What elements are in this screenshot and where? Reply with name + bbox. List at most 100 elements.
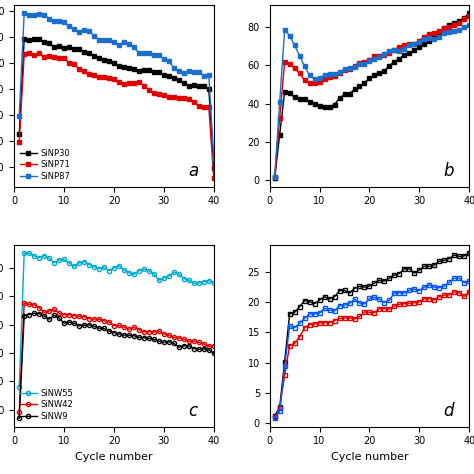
- SiNP71: [61, 55, 67, 61]
- SiNP30: [41, 39, 47, 45]
- SiNW55: [176, 271, 182, 277]
- SiNP71: [211, 175, 217, 181]
- SiNP87: [41, 12, 47, 18]
- Line: SiNW42: SiNW42: [17, 301, 216, 414]
- SiNW9: [151, 337, 157, 342]
- SiNW55: [101, 264, 107, 270]
- SiNW9: [126, 333, 132, 338]
- SiNW42: [17, 410, 22, 415]
- SiNP87: [56, 18, 62, 24]
- SiNW55: [146, 268, 152, 273]
- SiNW55: [56, 257, 62, 263]
- SiNP30: [76, 46, 82, 52]
- SiNP71: [161, 92, 167, 98]
- SiNW9: [186, 343, 191, 349]
- SiNP71: [56, 55, 62, 61]
- SiNW55: [66, 260, 72, 266]
- Legend: SiNW55, SiNW42, SiNW9: SiNW55, SiNW42, SiNW9: [18, 387, 75, 422]
- SiNW42: [171, 335, 177, 340]
- SiNW9: [156, 338, 162, 344]
- SiNW9: [81, 322, 87, 328]
- Text: d: d: [443, 401, 454, 419]
- SiNW55: [186, 277, 191, 283]
- SiNW55: [111, 265, 117, 271]
- SiNP71: [17, 140, 22, 146]
- SiNP30: [106, 58, 112, 64]
- SiNW55: [46, 255, 52, 261]
- SiNP87: [126, 41, 132, 47]
- SiNP87: [171, 65, 177, 71]
- SiNW42: [41, 310, 47, 315]
- SiNP71: [116, 79, 122, 85]
- SiNP87: [81, 27, 87, 33]
- SiNW55: [61, 256, 67, 262]
- SiNW55: [166, 273, 172, 279]
- SiNW55: [51, 260, 57, 265]
- SiNW55: [106, 268, 112, 273]
- SiNW9: [71, 320, 77, 326]
- SiNW9: [66, 319, 72, 325]
- SiNW55: [71, 264, 77, 269]
- SiNW9: [91, 323, 97, 329]
- SiNP71: [121, 81, 127, 87]
- SiNW55: [196, 280, 201, 286]
- Legend: SiNP30, SiNP71, SiNP87: SiNP30, SiNP71, SiNP87: [18, 147, 73, 182]
- SiNP30: [51, 44, 57, 50]
- SiNP30: [151, 69, 157, 74]
- SiNW55: [36, 255, 42, 260]
- SiNP71: [81, 68, 87, 74]
- SiNP30: [66, 44, 72, 50]
- SiNW9: [136, 334, 142, 340]
- SiNP71: [131, 80, 137, 85]
- SiNW9: [51, 312, 57, 318]
- SiNP87: [17, 113, 22, 118]
- SiNP30: [141, 67, 147, 73]
- Line: SiNP87: SiNP87: [17, 11, 216, 161]
- SiNW42: [66, 312, 72, 318]
- SiNP87: [141, 50, 147, 56]
- SiNP87: [196, 69, 201, 75]
- SiNP71: [66, 60, 72, 65]
- SiNW42: [191, 338, 197, 344]
- SiNP30: [176, 77, 182, 83]
- SiNW9: [27, 312, 32, 318]
- SiNW55: [17, 384, 22, 390]
- SiNW55: [161, 275, 167, 281]
- SiNW55: [131, 272, 137, 277]
- Line: SiNW9: SiNW9: [17, 311, 216, 420]
- SiNP30: [27, 37, 32, 43]
- SiNP71: [136, 79, 142, 84]
- SiNP87: [206, 73, 212, 78]
- SiNP71: [196, 103, 201, 109]
- SiNW42: [21, 300, 27, 306]
- SiNP30: [91, 53, 97, 59]
- SiNP87: [101, 37, 107, 43]
- SiNW55: [171, 269, 177, 275]
- SiNW55: [206, 278, 212, 283]
- SiNW55: [76, 260, 82, 266]
- SiNP30: [81, 49, 87, 55]
- SiNW55: [136, 268, 142, 273]
- SiNW55: [27, 250, 32, 256]
- SiNW42: [126, 327, 132, 332]
- SiNW42: [151, 329, 157, 335]
- SiNP30: [196, 83, 201, 89]
- SiNP30: [31, 36, 37, 42]
- SiNP71: [96, 74, 102, 80]
- SiNP87: [51, 18, 57, 24]
- SiNP71: [181, 95, 187, 100]
- SiNP87: [191, 69, 197, 74]
- SiNW42: [36, 305, 42, 310]
- SiNW42: [211, 343, 217, 349]
- SiNW55: [116, 263, 122, 269]
- X-axis label: Cycle number: Cycle number: [75, 452, 153, 462]
- SiNP87: [66, 24, 72, 29]
- SiNP30: [186, 83, 191, 89]
- SiNW55: [21, 250, 27, 256]
- SiNW9: [31, 310, 37, 316]
- SiNW55: [86, 262, 92, 267]
- SiNP71: [101, 74, 107, 80]
- SiNW9: [56, 315, 62, 321]
- SiNW42: [161, 331, 167, 337]
- Text: a: a: [188, 162, 198, 180]
